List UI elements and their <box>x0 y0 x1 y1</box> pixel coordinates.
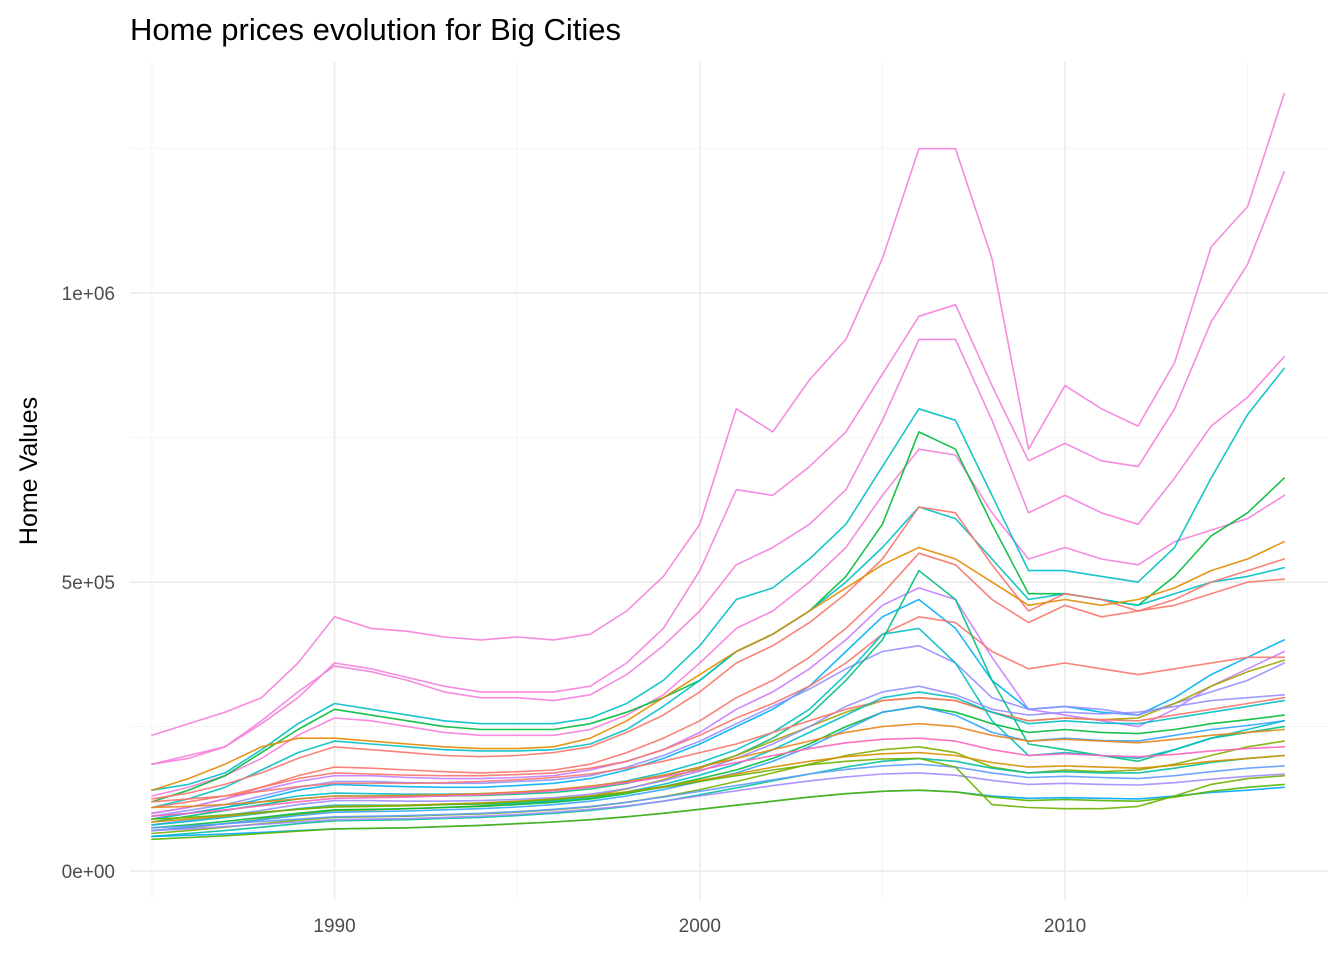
x-tick-label: 2010 <box>1044 916 1086 937</box>
x-tick-label: 1990 <box>313 916 355 937</box>
series-line-1 <box>151 93 1285 737</box>
series-line-31 <box>151 783 1285 841</box>
series-line-9 <box>151 540 1285 792</box>
series-line-29 <box>151 772 1285 832</box>
series-line-2 <box>151 171 1285 766</box>
y-axis-tick-labels: 0e+00 5e+05 1e+06 <box>62 284 115 883</box>
y-tick-label: 5e+05 <box>62 573 115 594</box>
series-line-23 <box>151 722 1285 809</box>
series-line-6 <box>151 431 1285 803</box>
y-axis-title: Home Values <box>15 397 43 545</box>
series-line-14 <box>151 644 1285 818</box>
series-line-13 <box>151 615 1285 809</box>
series-line-3 <box>151 338 1285 766</box>
series-line-25 <box>151 737 1285 818</box>
series-line-21 <box>151 705 1285 829</box>
series-line-10 <box>151 552 1285 815</box>
chart-title: Home prices evolution for Big Cities <box>130 12 621 47</box>
series-line-24 <box>151 740 1285 835</box>
series-line-28 <box>151 763 1285 829</box>
series-line-26 <box>151 754 1285 838</box>
series-line-8 <box>151 506 1285 800</box>
series-line-19 <box>151 696 1285 803</box>
y-tick-label: 1e+06 <box>62 284 115 305</box>
y-tick-label: 0e+00 <box>62 862 115 883</box>
x-axis-tick-labels: 1990 2000 2010 <box>313 916 1086 937</box>
x-tick-label: 2000 <box>679 916 721 937</box>
series-lines <box>151 93 1285 841</box>
series-line-32 <box>151 757 1285 820</box>
major-gridlines <box>130 62 1328 900</box>
series-line-20 <box>151 691 1285 826</box>
series-line-5 <box>151 367 1285 792</box>
series-line-12 <box>151 598 1285 820</box>
series-line-18 <box>151 685 1285 826</box>
series-line-4 <box>151 448 1285 797</box>
